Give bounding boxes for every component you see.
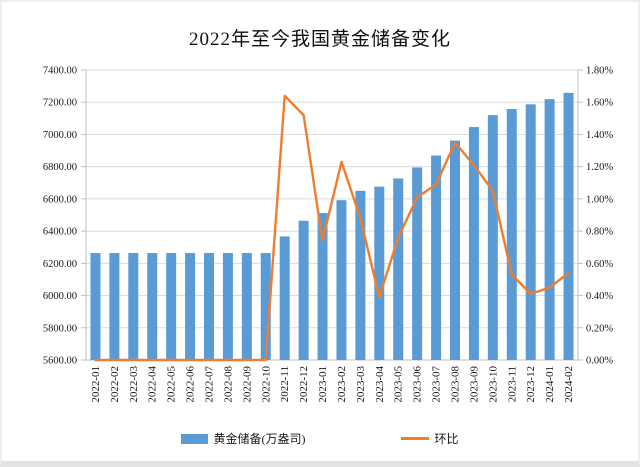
y-left-tick-label: 6200.00 (43, 259, 77, 270)
chart-title: 2022年至今我国黄金储备变化 (188, 29, 451, 50)
x-tick-label: 2023-06 (412, 366, 424, 403)
x-tick-label: 2022-07 (204, 366, 216, 403)
y-right-tick-label: 1.40% (586, 130, 613, 141)
y-left-tick-label: 5800.00 (43, 323, 77, 334)
x-tick-label: 2022-10 (260, 366, 272, 403)
x-tick-label: 2022-11 (279, 366, 291, 402)
bar (222, 253, 233, 360)
bar (563, 92, 574, 360)
x-tick-label: 2023-02 (336, 366, 348, 403)
bar (317, 213, 328, 360)
legend-line-label: 环比 (434, 432, 459, 446)
y-right-tick-label: 1.20% (586, 162, 613, 173)
x-tick-label: 2022-06 (185, 366, 197, 403)
mom-line (94, 94, 570, 362)
bar (506, 108, 517, 360)
x-tick-label: 2022-12 (298, 366, 310, 403)
bar (336, 200, 347, 360)
y-right-tick-label: 0.80% (586, 227, 613, 238)
bar (147, 253, 158, 360)
bar (109, 253, 120, 360)
y-left-tick-label: 6600.00 (43, 194, 77, 205)
y-right-tick-label: 0.60% (586, 259, 613, 270)
legend-entry-gold-reserve: 黄金储备(万盎司) (181, 430, 305, 447)
x-tick-label: 2024-01 (544, 366, 556, 403)
bar (412, 167, 423, 360)
x-tick-label: 2022-09 (241, 366, 253, 403)
bar (166, 253, 177, 360)
y-left-tick-label: 5600.00 (43, 356, 77, 367)
bar (431, 155, 442, 360)
legend-bar-label: 黄金储备(万盎司) (213, 432, 306, 446)
x-tick-label: 2023-04 (374, 366, 386, 403)
y-left-tick-label: 7200.00 (43, 98, 77, 109)
x-tick-label: 2022-02 (109, 366, 121, 403)
legend-line-swatch (401, 437, 430, 440)
bar (241, 253, 252, 360)
x-tick-label: 2022-08 (222, 366, 234, 403)
bar (374, 186, 385, 360)
bar (128, 253, 139, 360)
x-tick-label: 2022-05 (166, 366, 178, 403)
x-tick-label: 2023-08 (450, 366, 462, 403)
bar (185, 253, 196, 360)
x-tick-label: 2023-01 (317, 366, 329, 403)
x-tick-label: 2023-09 (468, 366, 480, 403)
y-right-tick-label: 0.00% (586, 356, 613, 367)
y-left-tick-label: 6000.00 (43, 291, 77, 302)
y-right-tick-label: 1.60% (586, 98, 613, 109)
bar (468, 127, 479, 361)
legend-entry-mom-change: 环比 (401, 430, 459, 447)
bar (525, 104, 536, 360)
y-right-tick-label: 0.20% (586, 323, 613, 334)
x-tick-label: 2022-01 (90, 366, 102, 403)
x-tick-label: 2023-05 (393, 366, 405, 403)
bar (355, 190, 366, 360)
bar (393, 178, 404, 360)
x-tick-label: 2023-10 (487, 366, 499, 403)
x-tick-label: 2023-03 (355, 366, 367, 403)
bar (204, 253, 214, 360)
y-right-tick-label: 0.40% (586, 291, 613, 302)
x-tick-label: 2023-12 (525, 366, 537, 403)
y-left-tick-label: 6800.00 (43, 162, 77, 173)
x-tick-label: 2022-04 (147, 366, 159, 403)
bar (90, 253, 101, 360)
bar (298, 220, 309, 360)
bar (450, 140, 460, 360)
bar (260, 253, 271, 360)
bar (487, 115, 498, 360)
bar (279, 236, 290, 360)
legend-bar-swatch (181, 433, 209, 444)
y-left-tick-label: 7400.00 (43, 66, 77, 77)
y-left-tick-label: 6400.00 (43, 227, 77, 238)
bar (544, 99, 555, 361)
x-tick-label: 2023-07 (431, 366, 443, 403)
x-tick-label: 2023-11 (506, 366, 518, 402)
chart-legend: 黄金储备(万盎司) 环比 (2, 430, 638, 447)
x-tick-label: 2022-03 (128, 366, 140, 403)
y-right-tick-label: 1.80% (586, 66, 613, 77)
y-left-tick-label: 7000.00 (43, 130, 77, 141)
y-right-tick-label: 1.00% (586, 194, 613, 205)
x-tick-label: 2024-02 (563, 366, 575, 403)
